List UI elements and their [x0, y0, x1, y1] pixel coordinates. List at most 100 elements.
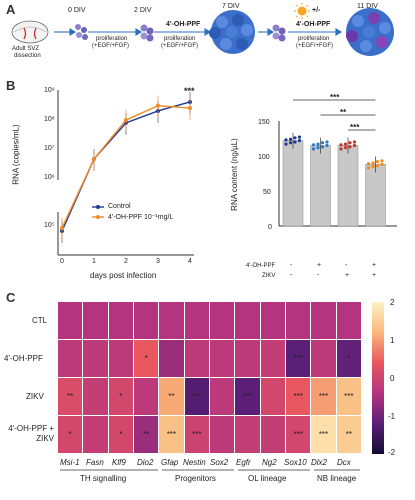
heatmap-cell	[210, 302, 235, 339]
heatmap-cell: **	[159, 378, 184, 415]
timepoint-0div: 0 DIV	[68, 7, 86, 14]
heatmap-cell	[134, 378, 159, 415]
sign-cell: +	[372, 262, 377, 269]
treatment-label-2: 4'-OH-PPF	[296, 21, 331, 28]
cell-cluster-small-icon	[272, 24, 286, 42]
sign-cell: -	[345, 262, 348, 269]
line-ytick: 10⁶	[44, 174, 55, 181]
line-xtick: 0	[60, 258, 64, 265]
gene-label: Nestin	[183, 458, 206, 467]
heatmap-cell	[235, 302, 260, 339]
bar	[337, 145, 359, 227]
heatmap-cell	[286, 302, 311, 339]
line-xtick: 3	[156, 258, 160, 265]
neurosphere-icon	[209, 10, 255, 54]
heatmap-cell	[83, 378, 108, 415]
data-point	[188, 106, 192, 111]
gene-label: Dio2	[137, 458, 154, 467]
gene-label: Klf9	[112, 458, 126, 467]
heatmap-cell	[260, 416, 285, 453]
bar-data-point	[311, 147, 316, 151]
sign-cell: -	[317, 272, 320, 279]
gene-label: Msi-1	[60, 458, 80, 467]
heatmap-cell: *	[336, 340, 361, 377]
heatmap-cell: ***	[286, 416, 311, 453]
bar-significance-1: ***	[330, 93, 340, 102]
heatmap-cell: ***	[311, 416, 336, 453]
heatmap-cell	[235, 340, 260, 377]
heatmap-colorbar	[372, 302, 384, 454]
line-chart-xlabel: days post infection	[90, 271, 157, 280]
heatmap-cell: *	[58, 416, 83, 453]
heatmap-cell	[210, 378, 235, 415]
bar-data-point	[380, 162, 384, 166]
heatmap-cell	[260, 378, 285, 415]
heatmap-cell	[159, 302, 184, 339]
heatmap-cell	[159, 340, 184, 377]
heatmap-cell	[336, 302, 361, 339]
timepoint-2div: 2 DIV	[134, 7, 152, 14]
heatmap-cell	[184, 302, 209, 339]
sign-cell: +	[372, 272, 377, 279]
heatmap-cell	[83, 340, 108, 377]
line-ytick: 10⁷	[44, 145, 55, 152]
heatmap-row-label: ZIKV	[26, 392, 44, 401]
data-point	[92, 157, 96, 162]
bar-data-point	[320, 145, 325, 149]
prolif-label-2: proliferation	[164, 36, 196, 42]
bar-ytick: 100	[258, 154, 270, 161]
heatmap-cell	[210, 340, 235, 377]
line-xtick: 4	[188, 258, 192, 265]
prolif-cond-2: (+EGF/+FGF)	[161, 43, 199, 49]
bar-data-point	[375, 164, 380, 168]
line-ytick: 10⁸	[44, 116, 55, 123]
gene-label: Ng2	[262, 458, 277, 467]
bar-data-point	[288, 137, 293, 141]
bar-data-point	[366, 162, 371, 166]
panel-c-letter: C	[6, 290, 16, 305]
heatmap-cell	[58, 302, 83, 339]
heatmap-cell: **	[58, 378, 83, 415]
bar-ytick: 0	[268, 224, 272, 231]
heatmap-cell	[184, 340, 209, 377]
bar-ytick: 50	[263, 189, 271, 196]
bar-data-point	[343, 146, 348, 150]
heatmap-cell: *	[108, 378, 133, 415]
timepoint-7div: 7 DIV	[222, 3, 240, 10]
bar-data-point	[325, 140, 329, 144]
colorbar-tick: -1	[388, 412, 396, 421]
heatmap-cell: **	[336, 416, 361, 453]
bar-data-point	[320, 141, 325, 145]
bar-data-point	[293, 140, 297, 144]
heatmap-cell	[58, 340, 83, 377]
bar-data-point	[371, 161, 375, 165]
bar-data-point	[316, 142, 320, 146]
colorbar-tick: -2	[388, 448, 396, 457]
bar-data-point	[380, 159, 384, 163]
gene-group-label: Progenitors	[175, 474, 216, 483]
bar-ytick: 150	[258, 119, 270, 126]
legend-marker	[96, 205, 100, 209]
bar-data-point	[371, 164, 375, 169]
bar-data-point	[339, 147, 343, 151]
panel-a-letter: A	[6, 2, 16, 17]
heatmap-cell	[210, 416, 235, 453]
bar-data-point	[348, 145, 352, 149]
heatmap-cell	[83, 416, 108, 453]
heatmap-cell	[235, 416, 260, 453]
colorbar-tick: 2	[390, 298, 395, 307]
gene-label: Dlx2	[311, 458, 328, 467]
gene-expression-heatmap: * *** * ** * ** *** *** *** *** *** * * ** *** *** *** **…	[58, 302, 362, 454]
line-xtick: 2	[124, 258, 128, 265]
dissection-label-line1: Adult SVZ	[12, 46, 40, 52]
bar-row-label-treatment: 4'-OH-PPF	[246, 263, 276, 269]
prolif-cond-1: (+EGF/+FGF)	[92, 43, 130, 49]
heatmap-cell: ***	[286, 340, 311, 377]
heatmap-row-label: 4'-OH-PPF	[4, 354, 43, 363]
sign-cell: -	[290, 272, 293, 279]
line-chart-ylabel: RNA (copies/mL)	[11, 124, 21, 185]
gene-group-label: NB lineage	[317, 474, 357, 483]
bar-chart-ylabel: RNA content (ng/µL)	[229, 138, 239, 211]
line-xtick: 1	[92, 258, 96, 265]
neurosphere-infected-icon	[346, 8, 394, 56]
